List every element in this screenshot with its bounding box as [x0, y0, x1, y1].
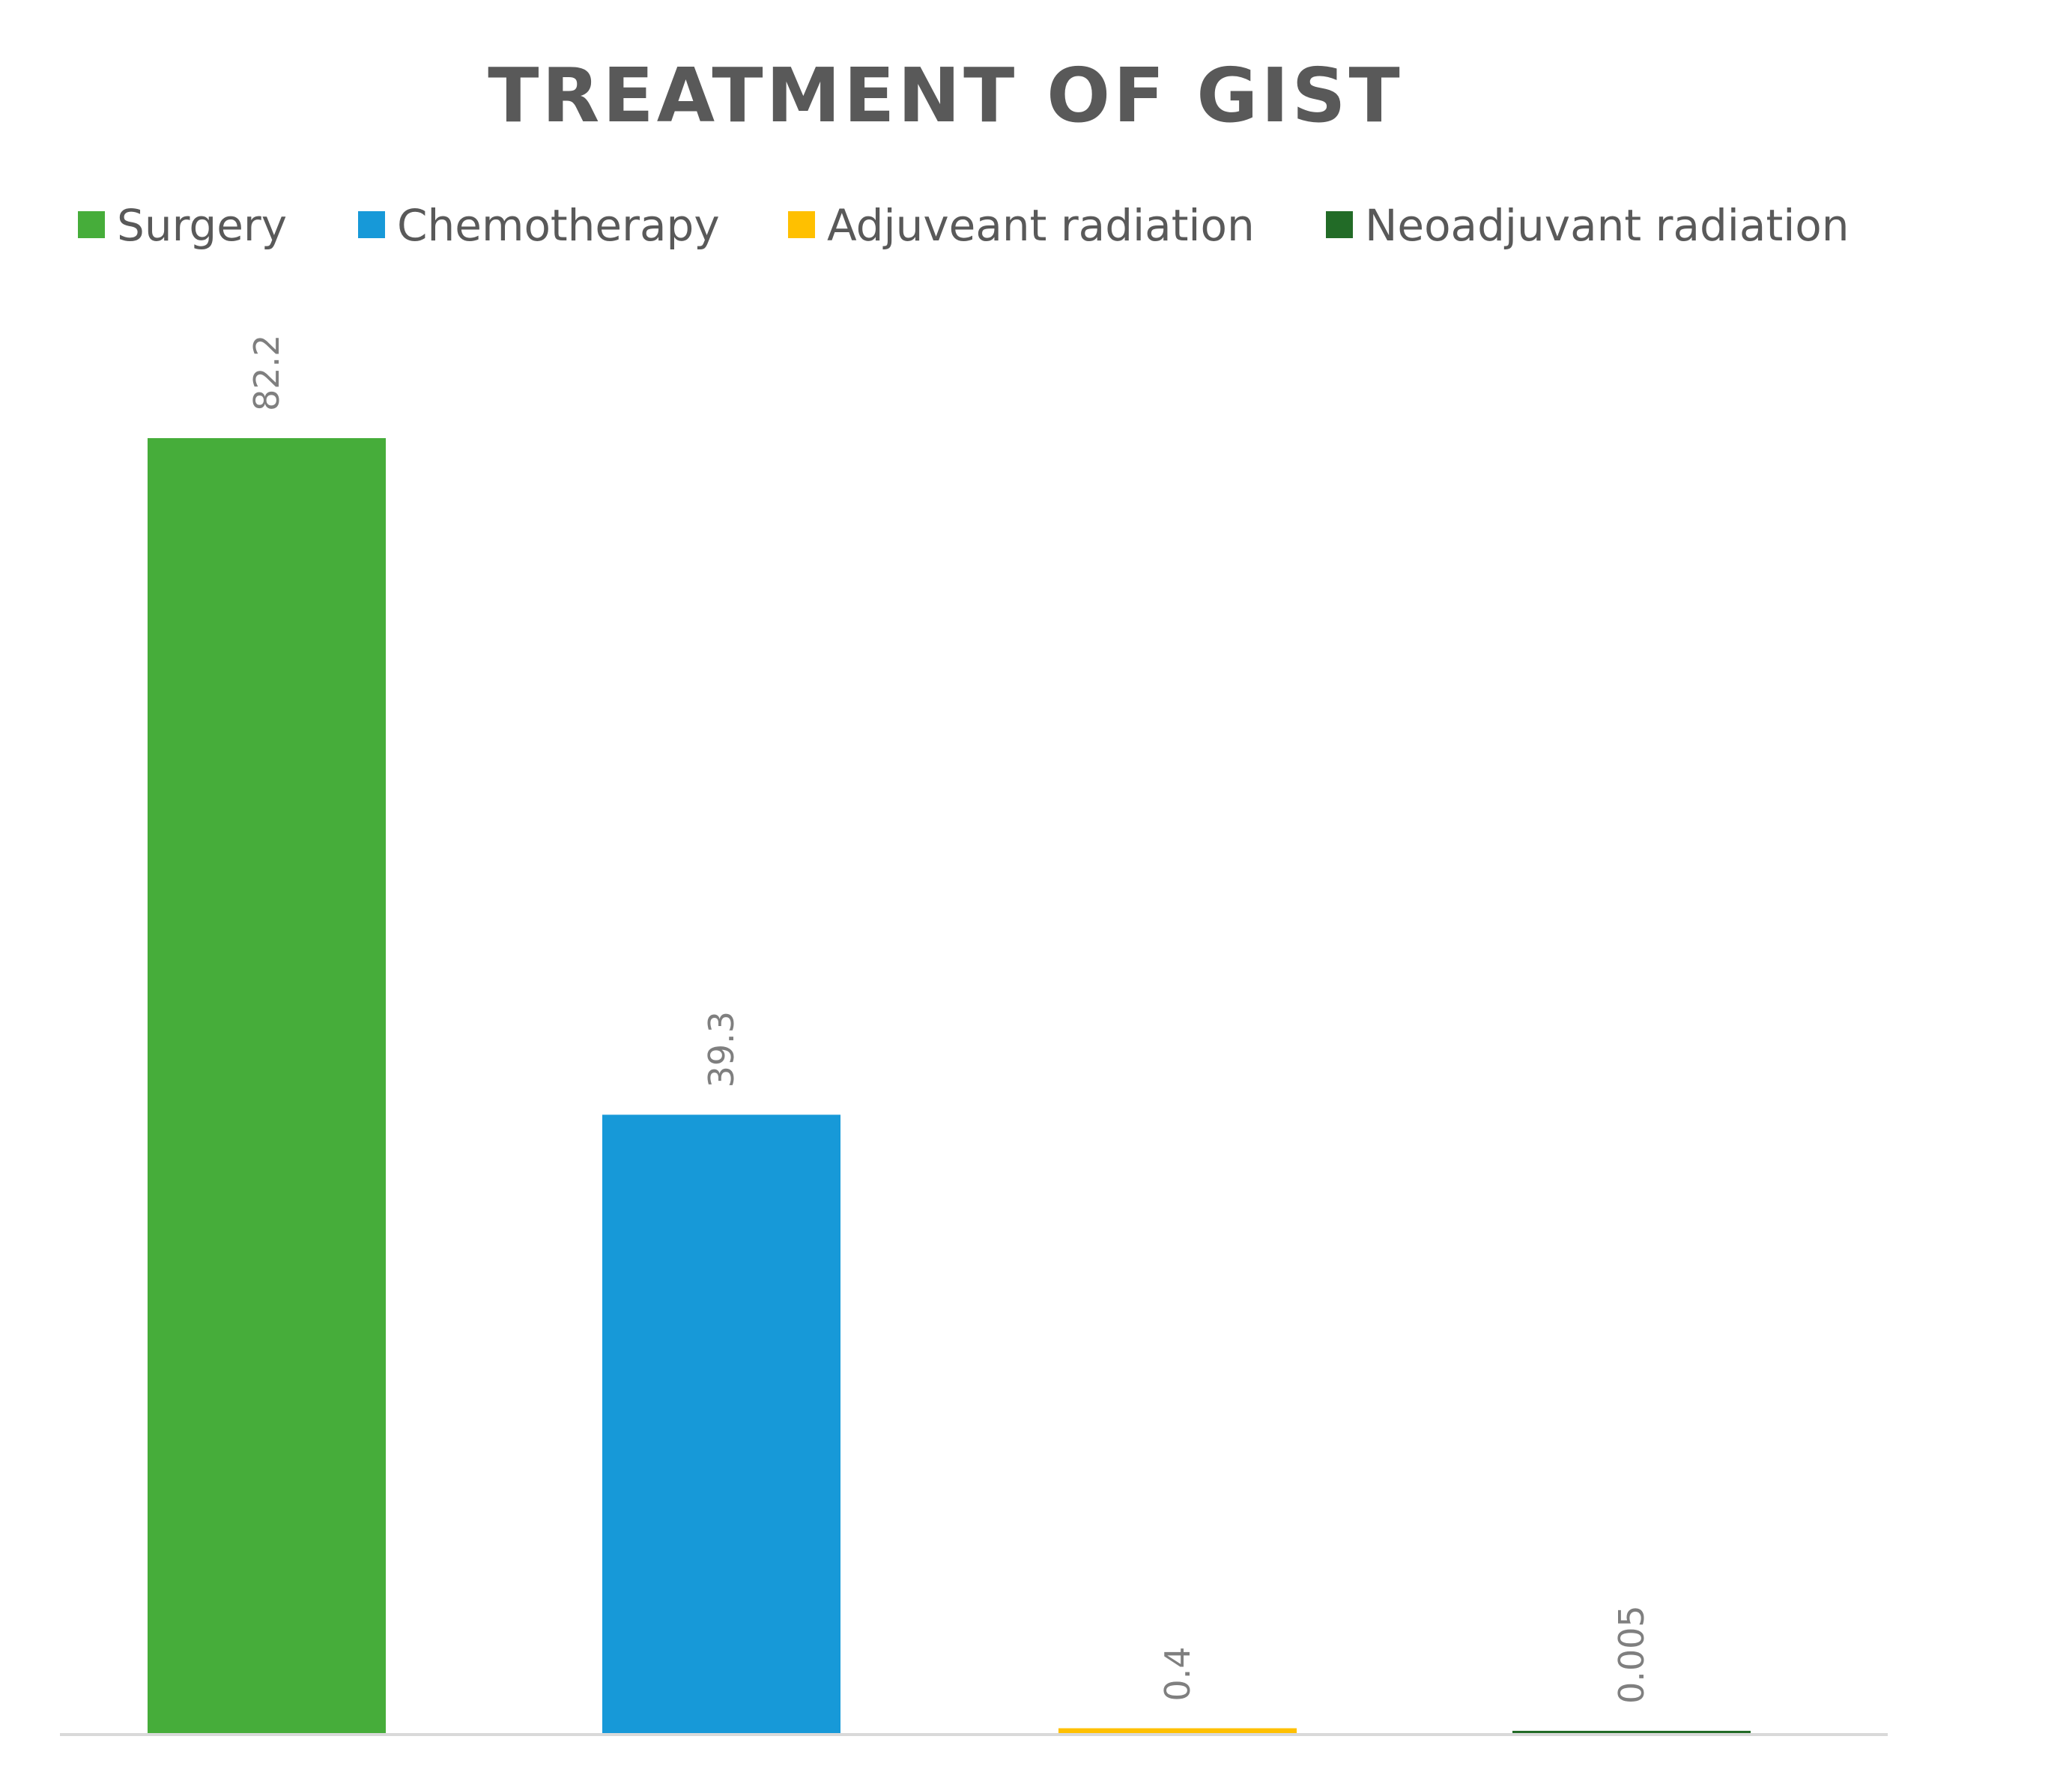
data-label-4: 0.005: [1611, 1605, 1652, 1704]
legend-label-3: Adjuveant radiation: [827, 200, 1255, 251]
bar-1: [148, 438, 386, 1735]
legend-swatch-2: [358, 211, 385, 238]
legend-swatch-1: [78, 211, 105, 238]
legend-swatch-3: [788, 211, 815, 238]
data-label-3: 0.4: [1157, 1646, 1198, 1701]
bar-2: [602, 1114, 840, 1735]
data-label-1: 82.2: [246, 335, 287, 411]
legend-label-2: Chemotherapy: [397, 200, 720, 251]
data-label-2: 39.3: [701, 1011, 742, 1087]
legend-label-4: Neoadjuvant radiation: [1365, 200, 1850, 251]
legend-label-1: Surgery: [117, 200, 287, 251]
legend-swatch-4: [1326, 211, 1353, 238]
legend: Surgery Chemotherapy Adjuveant radiation Ne…: [78, 200, 1850, 251]
bar-3: [1058, 1728, 1297, 1735]
plot-area: 82.2 39.3 0.4 0.005: [148, 335, 1751, 1735]
bar-4: [1512, 1731, 1751, 1735]
chart-title: TREATMENT OF GIST: [488, 52, 1403, 139]
